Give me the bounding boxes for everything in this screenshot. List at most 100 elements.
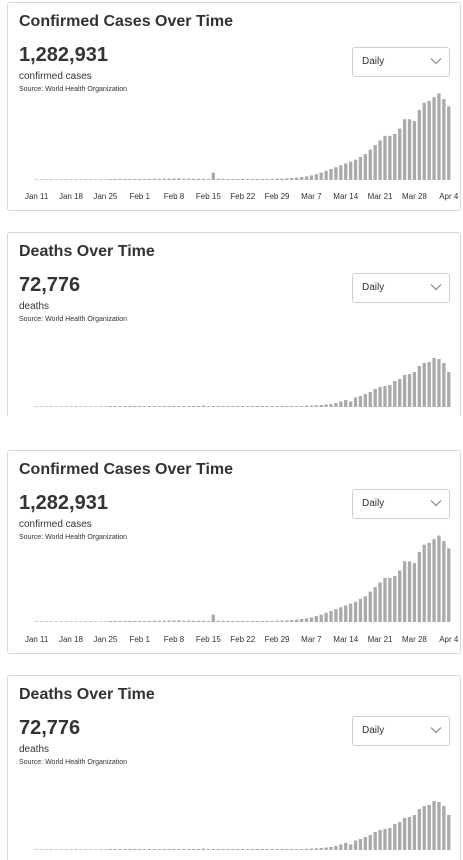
chart-bar xyxy=(79,849,83,850)
chart-bar xyxy=(250,179,255,180)
chart-bar xyxy=(324,847,328,850)
chart-bar xyxy=(275,849,279,850)
chart-bar xyxy=(74,621,78,622)
x-tick-label: Jan 11 xyxy=(25,635,49,644)
x-tick-label: Mar 14 xyxy=(333,635,358,644)
chart-bar xyxy=(432,97,436,180)
chart-bar xyxy=(358,157,363,180)
chart-bar xyxy=(241,406,245,407)
chart-bar xyxy=(74,179,78,180)
chart-bar xyxy=(275,178,279,180)
chart-bar xyxy=(88,849,93,850)
chart-bar xyxy=(152,620,157,622)
chart-bar xyxy=(270,620,274,622)
chart-bar xyxy=(358,396,363,407)
chart-bar xyxy=(319,405,323,407)
chart-bar xyxy=(324,612,328,622)
chart-bar xyxy=(69,406,73,407)
chart-bar xyxy=(348,603,353,622)
chart-bar xyxy=(255,179,260,180)
chart-bar xyxy=(275,620,279,622)
chart-bar xyxy=(49,621,54,622)
chart-bar xyxy=(118,621,122,622)
chart-bar xyxy=(79,621,83,622)
chart-bar xyxy=(69,849,73,850)
card-title: Deaths Over Time xyxy=(19,243,155,260)
chart-bar xyxy=(93,621,98,622)
chart-bar xyxy=(339,607,343,622)
chart-bar xyxy=(265,849,269,850)
chart-bar xyxy=(324,404,328,407)
chart-bar xyxy=(309,848,314,850)
chart-bar xyxy=(260,849,265,850)
chart-bar xyxy=(437,93,441,180)
chart-bar xyxy=(348,844,353,850)
chart-bar xyxy=(206,406,211,407)
chart-bar xyxy=(334,167,338,180)
chart-bar xyxy=(216,620,220,622)
chart-bar xyxy=(402,561,407,622)
chart-bar xyxy=(113,621,117,622)
chart-bar xyxy=(368,392,372,407)
chart-bar xyxy=(118,406,122,407)
interval-select[interactable]: Daily xyxy=(352,47,450,77)
x-tick-label: Apr 4 xyxy=(439,635,459,644)
x-tick-label: Jan 18 xyxy=(59,635,84,644)
chart-bar xyxy=(412,563,417,622)
interval-select[interactable]: Daily xyxy=(352,273,450,303)
x-tick-label: Feb 1 xyxy=(129,192,150,201)
chart-bar xyxy=(442,363,446,407)
chart-bar xyxy=(407,119,412,180)
chart-bar xyxy=(201,620,206,622)
chart-bar xyxy=(378,582,382,622)
interval-select-value: Daily xyxy=(362,282,385,293)
chart-bar xyxy=(388,385,392,407)
chart-bar xyxy=(437,802,441,850)
chart-bar xyxy=(103,179,108,180)
x-tick-label: Feb 29 xyxy=(265,192,290,201)
confirmed-cases-chart: Jan 11 Jan 18 Jan 25 Feb 1 Feb 8 Feb 15 Feb 22… xyxy=(25,535,459,644)
chart-bar xyxy=(206,849,211,850)
x-tick-label: Jan 18 xyxy=(59,192,84,201)
total-count: 1,282,931 xyxy=(19,492,108,514)
chart-bar xyxy=(383,386,387,407)
chart-bar xyxy=(241,621,245,622)
chart-bar xyxy=(344,843,348,850)
chart-bar xyxy=(172,178,176,180)
chart-bar xyxy=(329,168,333,180)
interval-select[interactable]: Daily xyxy=(352,716,450,746)
chart-bar xyxy=(177,178,181,180)
chart-bar xyxy=(368,149,372,180)
chart-bar xyxy=(236,621,240,622)
chart-bar xyxy=(54,621,58,622)
chart-bar xyxy=(299,177,304,180)
chart-bar xyxy=(290,406,294,407)
chart-bar xyxy=(201,848,206,850)
chart-bar xyxy=(44,621,49,622)
chart-bar xyxy=(393,824,397,850)
chart-bar xyxy=(383,135,387,180)
chart-bar xyxy=(221,849,225,850)
chart-bar xyxy=(353,397,358,407)
deaths-card: Deaths Over Time 72,776 deaths Source: W… xyxy=(7,232,461,416)
chart-bar xyxy=(201,405,206,407)
interval-select[interactable]: Daily xyxy=(352,489,450,519)
chart-bar xyxy=(69,621,73,622)
chart-bar xyxy=(201,178,206,180)
card-title: Confirmed Cases Over Time xyxy=(19,13,234,30)
chart-bar xyxy=(388,577,392,622)
chart-bar xyxy=(108,179,112,180)
chart-bar xyxy=(133,406,137,407)
chart-bar xyxy=(245,179,250,180)
chart-bar xyxy=(412,121,417,180)
count-unit: deaths xyxy=(19,744,50,755)
chart-bar xyxy=(162,406,166,407)
chart-bar xyxy=(108,406,112,407)
chart-bar xyxy=(329,404,333,407)
chart-bar xyxy=(388,135,392,180)
chart-bar xyxy=(339,165,343,180)
chart-bar xyxy=(236,849,240,850)
chart-bar xyxy=(290,849,294,850)
x-tick-label: Feb 22 xyxy=(230,635,255,644)
